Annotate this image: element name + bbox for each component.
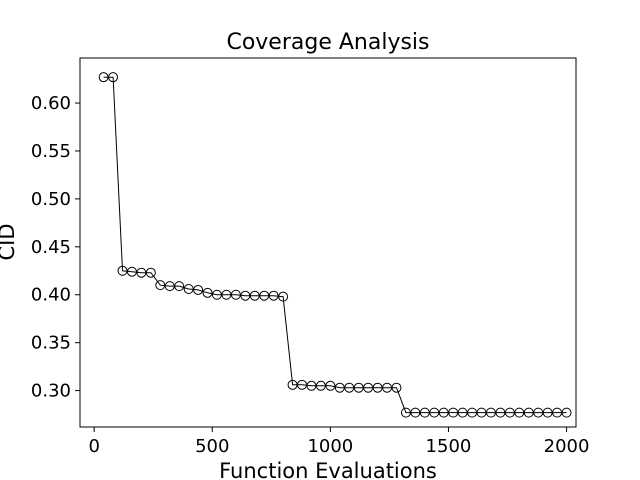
x-tick-label: 500 <box>195 436 229 457</box>
data-point <box>297 379 308 390</box>
y-tick-label: 0.50 <box>31 189 71 210</box>
data-point <box>145 267 156 278</box>
y-axis: 0.30 0.35 0.40 0.45 0.50 0.55 0.60 <box>31 93 80 402</box>
data-point <box>561 407 572 418</box>
y-tick-label: 0.40 <box>31 285 71 306</box>
data-point <box>268 290 279 301</box>
x-tick-label: 0 <box>88 436 99 457</box>
chart-title: Coverage Analysis <box>226 30 429 55</box>
data-point <box>391 382 402 393</box>
x-axis: 0 500 1000 1500 2000 <box>88 427 589 457</box>
data-point <box>183 283 194 294</box>
data-point <box>325 380 336 391</box>
data-point <box>126 266 137 277</box>
data-point <box>193 284 204 295</box>
x-axis-title: Function Evaluations <box>219 459 437 480</box>
y-tick-label: 0.45 <box>31 237 71 258</box>
data-point <box>278 291 289 302</box>
x-tick-label: 2000 <box>544 436 590 457</box>
x-tick-label: 1000 <box>307 436 353 457</box>
data-point <box>117 265 128 276</box>
y-tick-label: 0.30 <box>31 381 71 402</box>
y-tick-label: 0.55 <box>31 141 71 162</box>
y-tick-label: 0.35 <box>31 333 71 354</box>
data-point <box>202 287 213 298</box>
y-tick-label: 0.60 <box>31 93 71 114</box>
data-point <box>174 281 185 292</box>
data-point <box>230 289 241 300</box>
x-tick-label: 1500 <box>426 436 472 457</box>
data-point <box>108 72 119 83</box>
series-layer <box>98 72 572 418</box>
y-axis-title: CID <box>0 223 19 260</box>
plot-frame <box>79 57 577 428</box>
data-point <box>155 280 166 291</box>
